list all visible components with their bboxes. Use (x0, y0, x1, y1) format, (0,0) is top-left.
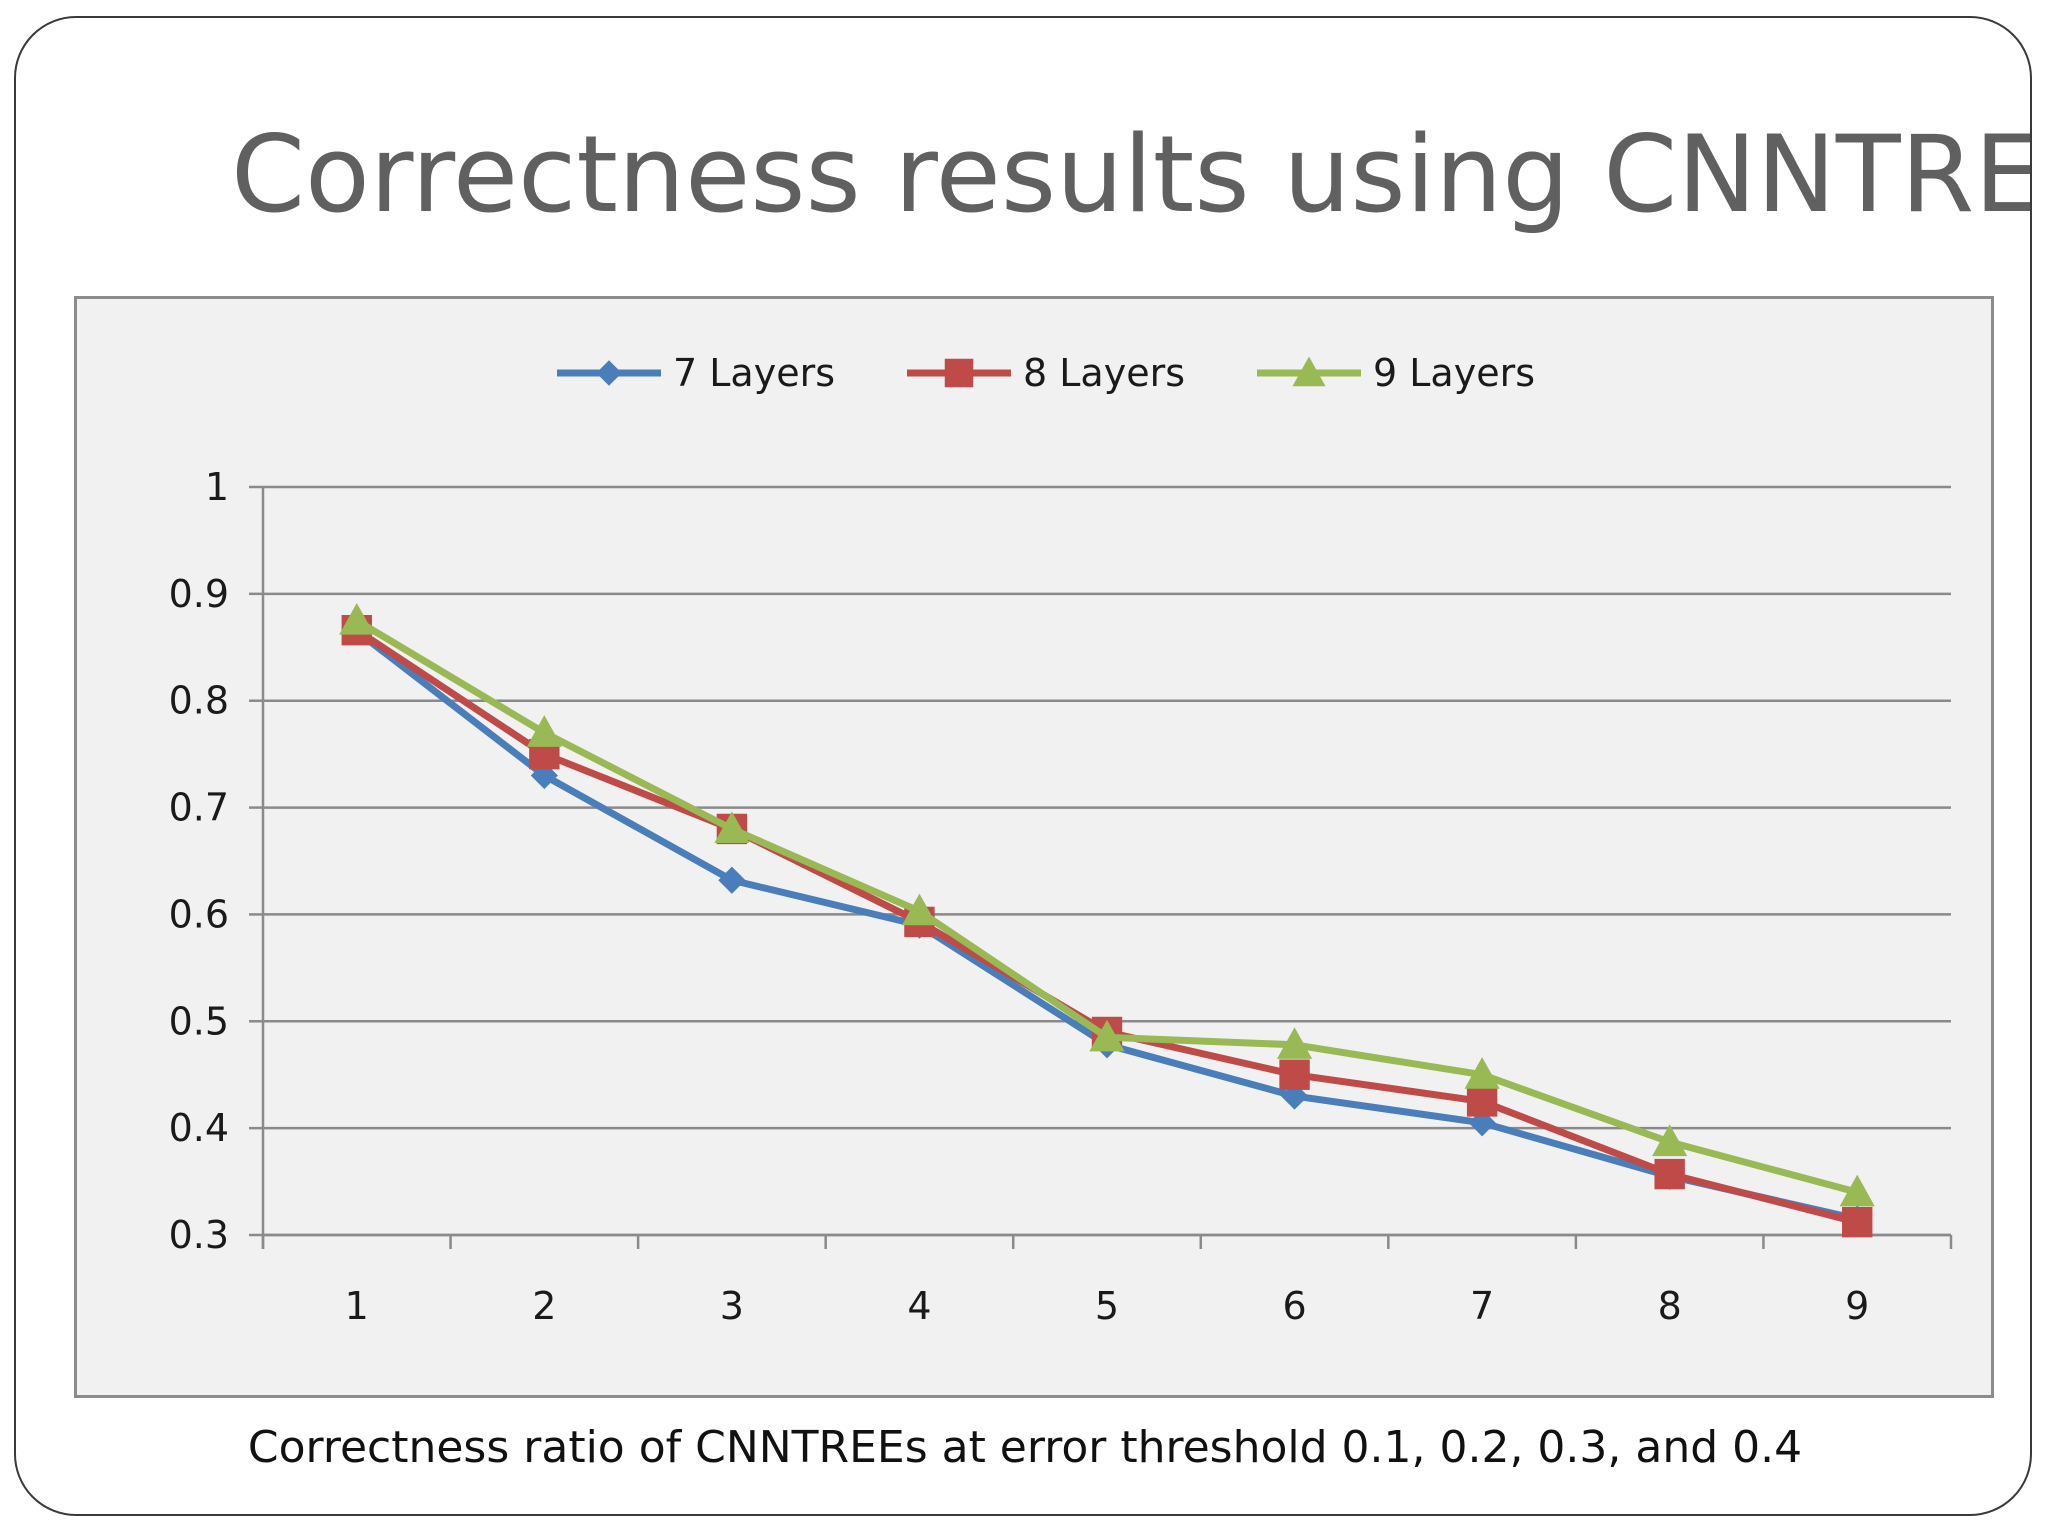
y-axis: 0.3 0.4 0.5 0.6 0.7 0.8 0.9 1 (169, 465, 265, 1257)
series-9-layers (339, 602, 1875, 1207)
x-axis: 1 2 3 4 5 6 7 8 9 (261, 1233, 1953, 1328)
data-point (1468, 1109, 1496, 1137)
data-point (1089, 1019, 1125, 1052)
y-tick-label: 1 (205, 465, 229, 509)
data-point (718, 866, 746, 894)
data-point (526, 715, 562, 747)
x-tick-label: 5 (1095, 1284, 1119, 1328)
x-tick-label: 2 (532, 1284, 556, 1328)
x-tick-label: 4 (907, 1284, 931, 1328)
data-point (1279, 1059, 1310, 1090)
data-point (1839, 1174, 1875, 1207)
chart-area: 0.3 0.4 0.5 0.6 0.7 0.8 0.9 1 1 2 3 4 5 6 7 8 9 7 Layer… (74, 296, 1994, 1398)
legend-swatch-marker (944, 358, 974, 388)
data-point (1842, 1206, 1873, 1238)
data-point (339, 602, 375, 635)
legend-item: 9 Layers (1257, 351, 1535, 395)
x-tick-label: 8 (1658, 1284, 1682, 1328)
slide: Correctness results using CNNTREE 0.3 0.4… (14, 16, 2032, 1516)
data-point (1652, 1124, 1688, 1157)
series-7-layers (343, 617, 1871, 1233)
y-tick-label: 0.8 (169, 679, 229, 723)
series-lines (339, 602, 1875, 1238)
x-tick-label: 3 (720, 1284, 744, 1328)
legend-item: 8 Layers (907, 351, 1185, 395)
y-tick-label: 0.5 (169, 999, 229, 1043)
series-line (354, 627, 1859, 1226)
y-tick-label: 0.4 (169, 1106, 229, 1150)
data-point (714, 811, 750, 844)
legend-swatch-marker (596, 360, 622, 386)
x-tick-label: 7 (1470, 1284, 1494, 1328)
series-line (354, 617, 1859, 1196)
legend-label: 9 Layers (1373, 351, 1535, 395)
legend-label: 7 Layers (673, 351, 835, 395)
data-point (1276, 1027, 1313, 1059)
slide-title: Correctness results using CNNTREE (231, 113, 2032, 236)
chart-caption: Correctness ratio of CNNTREEs at error t… (247, 1422, 1803, 1473)
gridlines (263, 485, 1951, 1237)
legend-item: 7 Layers (557, 351, 835, 395)
data-point (901, 893, 938, 926)
data-point (1654, 1158, 1685, 1190)
legend: 7 Layers 8 Layers 9 Layers (557, 351, 1535, 395)
series-8-layers (341, 614, 1873, 1238)
y-tick-label: 0.9 (169, 572, 229, 616)
line-chart: 0.3 0.4 0.5 0.6 0.7 0.8 0.9 1 1 2 3 4 5 6 7 8 9 7 Layer… (169, 351, 1953, 1328)
x-tick-label: 1 (345, 1284, 369, 1328)
x-tick-label: 9 (1845, 1284, 1869, 1328)
y-tick-label: 0.7 (169, 786, 229, 830)
y-tick-label: 0.6 (169, 892, 229, 936)
legend-label: 8 Layers (1023, 351, 1185, 395)
data-point (1464, 1057, 1500, 1089)
y-tick-label: 0.3 (169, 1213, 229, 1257)
legend-swatch-marker (1292, 356, 1326, 387)
x-tick-label: 6 (1282, 1284, 1306, 1328)
data-point (1466, 1086, 1498, 1117)
